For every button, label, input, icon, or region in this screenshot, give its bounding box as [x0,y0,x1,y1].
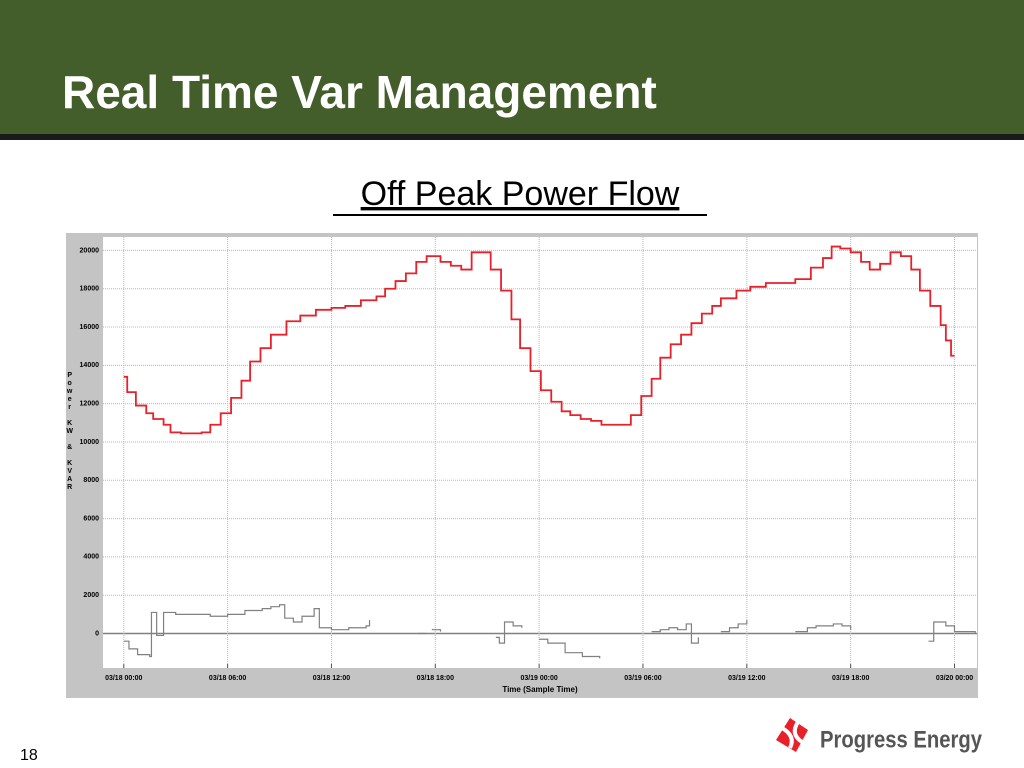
y-tick-label: 18000 [80,286,100,293]
page-number: 18 [20,747,38,764]
slide-title: Real Time Var Management [62,66,657,118]
header-rule [0,134,1024,140]
chart: 0 2000 4000 6000 8000 10000 12000 14000 16000 180… [65,237,977,694]
x-axis-label: Time (Sample Time) [502,685,578,694]
x-tick-label: 03/19 00:00 [520,675,557,682]
x-tick-label: 03/19 06:00 [624,675,661,682]
header-band [0,0,1024,134]
plot-area [103,237,977,668]
x-tick-label: 03/18 18:00 [417,675,454,682]
y-tick-label: 10000 [80,439,100,446]
y-tick-label: 16000 [80,324,100,331]
y-tick-label: 12000 [80,400,100,407]
y-tick-label: 20000 [80,247,100,254]
x-tick-label: 03/18 12:00 [313,675,350,682]
logo-icon [776,718,808,752]
x-tick-label: 03/19 18:00 [832,675,869,682]
series-line [123,604,976,659]
y-tick-label: 14000 [80,362,100,369]
series-line [123,245,955,435]
y-tick-label: 8000 [83,477,99,484]
y-axis-label: Power KW & KVAR [65,372,73,492]
x-tick-label: 03/18 00:00 [105,675,142,682]
y-tick-label: 4000 [83,554,99,561]
subtitle: Off Peak Power Flow [361,175,680,213]
x-tick-label: 03/19 12:00 [728,675,765,682]
y-tick-label: 2000 [83,592,99,599]
x-tick-label: 03/20 00:00 [936,675,973,682]
y-tick-label: 6000 [83,515,99,522]
x-tick-label: 03/18 06:00 [209,675,246,682]
y-tick-label: 0 [95,630,99,637]
logo-text: Progress Energy [820,726,983,753]
